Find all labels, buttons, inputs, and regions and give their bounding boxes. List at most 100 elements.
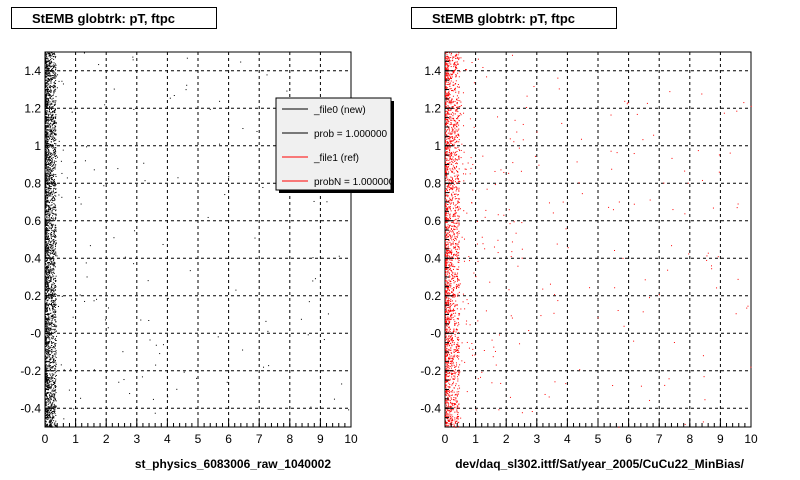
data-point bbox=[51, 417, 53, 419]
data-point bbox=[456, 159, 458, 161]
data-point bbox=[446, 363, 448, 365]
data-point bbox=[45, 75, 47, 77]
data-point bbox=[448, 425, 450, 427]
data-point bbox=[54, 213, 56, 215]
data-point bbox=[53, 166, 55, 168]
data-point bbox=[455, 237, 457, 239]
data-point bbox=[47, 365, 49, 367]
data-point bbox=[455, 163, 457, 165]
data-point bbox=[453, 221, 455, 223]
data-point bbox=[45, 247, 47, 249]
data-point bbox=[51, 342, 53, 344]
data-point bbox=[482, 66, 484, 68]
data-point bbox=[448, 148, 450, 150]
data-point bbox=[455, 398, 457, 400]
data-point bbox=[48, 346, 50, 348]
data-point bbox=[471, 342, 473, 344]
data-point bbox=[50, 419, 52, 421]
data-point bbox=[46, 328, 48, 330]
data-point bbox=[53, 87, 55, 89]
data-point bbox=[47, 336, 49, 338]
data-point bbox=[458, 120, 460, 122]
data-point bbox=[451, 338, 453, 340]
data-point bbox=[448, 357, 450, 359]
data-point bbox=[445, 80, 447, 82]
data-point bbox=[45, 58, 47, 60]
data-point bbox=[124, 256, 126, 258]
data-point bbox=[448, 348, 450, 350]
data-point bbox=[456, 183, 458, 185]
data-point bbox=[447, 91, 449, 93]
data-point bbox=[450, 180, 452, 182]
data-point bbox=[54, 100, 56, 102]
data-point bbox=[45, 116, 47, 118]
data-point bbox=[49, 297, 51, 299]
data-point bbox=[453, 294, 455, 296]
data-point bbox=[457, 54, 459, 56]
data-point bbox=[448, 287, 450, 289]
data-point bbox=[84, 300, 86, 302]
data-point bbox=[51, 79, 53, 81]
data-point bbox=[45, 83, 47, 85]
data-point bbox=[45, 86, 47, 88]
data-point bbox=[446, 58, 448, 60]
data-point bbox=[48, 168, 50, 170]
data-point bbox=[50, 52, 52, 54]
data-point bbox=[323, 339, 325, 341]
data-point bbox=[45, 372, 47, 374]
data-point bbox=[445, 268, 447, 270]
data-point bbox=[51, 351, 53, 353]
data-point bbox=[446, 355, 448, 357]
data-point bbox=[445, 237, 447, 239]
data-point bbox=[47, 133, 49, 135]
data-point bbox=[445, 188, 447, 190]
data-point bbox=[45, 267, 47, 269]
data-point bbox=[455, 147, 457, 149]
data-point bbox=[49, 192, 51, 194]
data-point bbox=[448, 110, 450, 112]
data-point bbox=[51, 144, 53, 146]
data-point bbox=[52, 263, 54, 265]
data-point bbox=[50, 169, 52, 171]
data-point bbox=[453, 145, 455, 147]
data-point bbox=[49, 359, 51, 361]
data-point bbox=[446, 259, 448, 261]
data-point bbox=[451, 251, 453, 253]
data-point bbox=[47, 195, 49, 197]
data-point bbox=[451, 154, 453, 156]
data-point bbox=[48, 201, 50, 203]
data-point bbox=[446, 54, 448, 56]
data-point bbox=[51, 316, 53, 318]
data-point bbox=[445, 87, 447, 89]
data-point bbox=[448, 340, 450, 342]
data-point bbox=[50, 170, 52, 172]
data-point bbox=[53, 66, 55, 68]
data-point bbox=[55, 406, 57, 408]
data-point bbox=[458, 279, 460, 281]
data-point bbox=[448, 78, 450, 80]
data-point bbox=[46, 356, 48, 358]
data-point bbox=[455, 178, 457, 180]
data-point bbox=[47, 331, 49, 333]
data-point bbox=[50, 277, 52, 279]
data-point bbox=[453, 66, 455, 68]
data-point bbox=[451, 195, 453, 197]
data-point bbox=[461, 143, 463, 145]
data-point bbox=[46, 224, 48, 226]
data-point bbox=[445, 355, 447, 357]
data-point bbox=[48, 247, 50, 249]
data-point bbox=[51, 403, 53, 405]
data-point bbox=[51, 385, 53, 387]
data-point bbox=[50, 349, 52, 351]
data-point bbox=[451, 143, 453, 145]
data-point bbox=[45, 369, 47, 371]
data-point bbox=[45, 325, 47, 327]
data-point bbox=[52, 168, 54, 170]
data-point bbox=[48, 69, 50, 71]
data-point bbox=[52, 316, 54, 318]
data-point bbox=[449, 52, 451, 54]
data-point bbox=[451, 136, 453, 138]
data-point bbox=[45, 387, 47, 389]
data-point bbox=[446, 256, 448, 258]
data-point bbox=[451, 334, 453, 336]
